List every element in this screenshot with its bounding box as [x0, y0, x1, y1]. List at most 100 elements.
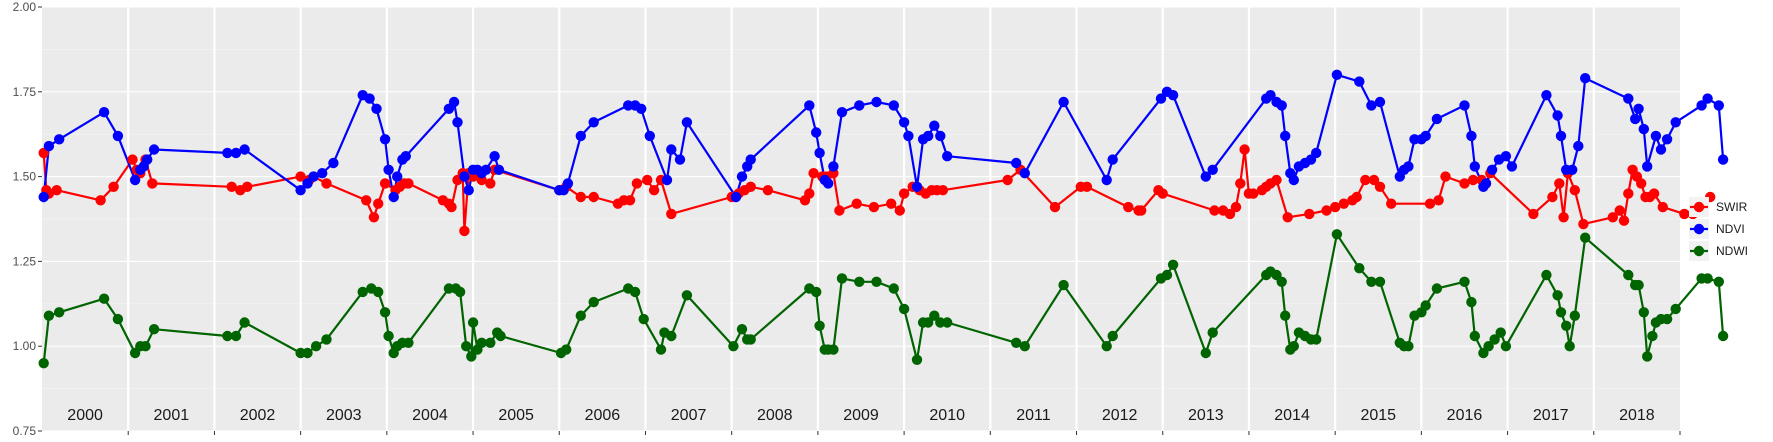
data-point-ndvi	[562, 178, 574, 189]
data-point-swir	[868, 201, 880, 213]
data-point-ndwi	[239, 317, 250, 328]
data-point-swir	[147, 178, 158, 189]
data-point-swir	[1136, 205, 1147, 216]
year-label: 2004	[412, 407, 448, 424]
data-point-ndwi	[561, 344, 572, 355]
data-point-ndvi	[1696, 100, 1707, 111]
data-point-ndvi	[871, 96, 882, 108]
data-point-ndwi	[1555, 307, 1567, 318]
data-point-ndvi	[1276, 100, 1287, 111]
data-point-ndwi	[1713, 276, 1725, 287]
data-point-ndwi	[828, 344, 839, 355]
data-point-ndwi	[929, 310, 940, 321]
data-point-ndwi	[942, 317, 953, 328]
data-point-ndwi	[1019, 341, 1030, 352]
data-point-swir	[1282, 212, 1293, 223]
data-point-ndvi	[1661, 134, 1673, 145]
data-point-ndwi	[357, 286, 368, 298]
data-point-ndwi	[1207, 327, 1218, 338]
data-point-ndvi	[1702, 93, 1713, 104]
data-point-ndwi	[379, 307, 391, 318]
data-point-swir	[1648, 188, 1660, 199]
data-point-ndwi	[1638, 307, 1650, 318]
data-point-ndwi	[140, 341, 151, 352]
data-point-swir	[1636, 178, 1647, 189]
data-point-ndvi	[1630, 113, 1641, 125]
year-label: 2012	[1102, 407, 1138, 424]
data-point-ndwi	[1366, 276, 1377, 287]
data-point-swir	[1239, 144, 1250, 155]
data-point-swir	[95, 195, 106, 206]
data-point-ndwi	[745, 334, 756, 345]
data-point-ndwi	[836, 273, 848, 284]
data-point-swir	[886, 198, 897, 209]
data-point-ndvi	[1500, 151, 1512, 162]
data-point-swir	[894, 205, 905, 216]
legend-key-point	[1693, 223, 1705, 235]
data-point-ndwi	[588, 296, 599, 308]
data-point-swir	[834, 205, 845, 216]
data-point-ndwi	[888, 283, 899, 294]
data-point-ndwi	[1311, 334, 1322, 345]
data-point-ndvi	[1331, 69, 1343, 81]
data-point-ndwi	[98, 293, 110, 304]
data-point-ndwi	[1403, 341, 1414, 352]
data-point-ndvi	[1107, 154, 1118, 165]
data-point-ndwi	[1500, 341, 1512, 352]
data-point-ndvi	[836, 107, 848, 118]
data-point-ndvi	[38, 191, 49, 203]
data-point-ndwi	[923, 317, 934, 328]
data-point-ndwi	[112, 313, 124, 325]
data-point-ndvi	[302, 178, 313, 189]
year-label: 2008	[757, 407, 793, 424]
data-point-ndwi	[1633, 279, 1644, 291]
data-point-ndwi	[403, 337, 414, 348]
data-point-ndvi	[1567, 164, 1578, 175]
data-point-swir	[1338, 198, 1350, 209]
data-point-ndvi	[681, 117, 693, 128]
y-tick-label: 1.50	[13, 170, 37, 184]
data-point-swir	[368, 212, 380, 223]
data-point-ndvi	[448, 96, 460, 108]
data-point-ndwi	[736, 324, 748, 335]
data-point-ndwi	[1564, 341, 1575, 352]
data-point-ndvi	[636, 103, 647, 115]
data-point-ndvi	[811, 127, 822, 138]
data-point-ndwi	[321, 334, 332, 345]
data-point-swir	[666, 208, 677, 220]
data-point-swir	[762, 185, 774, 196]
data-point-swir	[1360, 174, 1371, 186]
data-point-ndvi	[1366, 100, 1377, 111]
legend-label-swir: SWIR	[1716, 200, 1748, 214]
data-point-ndvi	[1713, 100, 1725, 111]
data-point-ndwi	[1552, 290, 1563, 301]
year-label: 2009	[843, 407, 879, 424]
data-point-ndvi	[911, 181, 923, 192]
data-point-swir	[242, 181, 253, 192]
year-label: 2005	[498, 407, 534, 424]
data-point-ndvi	[828, 161, 839, 172]
data-point-swir	[1528, 208, 1539, 220]
data-point-swir	[373, 198, 384, 209]
data-point-ndvi	[1311, 147, 1322, 159]
data-point-ndvi	[230, 147, 242, 159]
data-point-ndwi	[1466, 296, 1477, 308]
legend-key-point	[1693, 201, 1705, 213]
year-label: 2011	[1016, 407, 1051, 424]
data-point-ndwi	[467, 317, 479, 328]
data-point-swir	[1351, 191, 1362, 203]
data-point-ndwi	[666, 330, 677, 342]
data-point-ndvi	[854, 100, 865, 111]
data-point-ndvi	[1642, 161, 1653, 172]
data-point-ndvi	[736, 171, 748, 182]
data-point-ndwi	[1623, 269, 1634, 281]
data-point-ndwi	[1469, 330, 1481, 342]
data-point-swir	[648, 185, 660, 196]
data-point-ndvi	[1486, 164, 1498, 175]
year-label: 2002	[240, 407, 276, 424]
y-tick-label: 1.75	[13, 85, 37, 99]
data-point-swir	[1440, 171, 1451, 182]
data-point-ndvi	[222, 147, 233, 159]
data-point-ndvi	[588, 117, 599, 128]
